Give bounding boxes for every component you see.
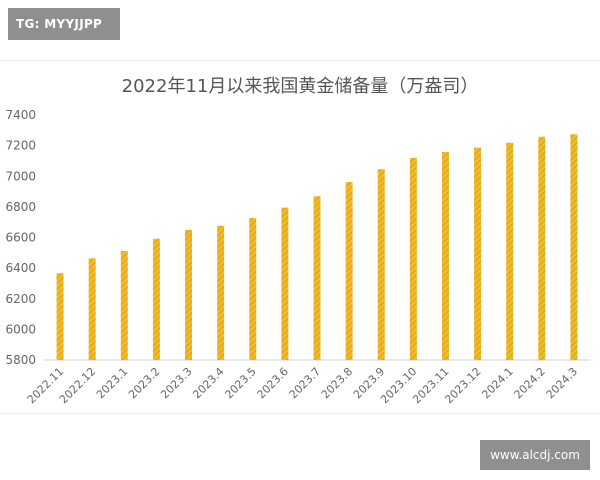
y-tick-label: 7200 — [5, 139, 36, 153]
bar — [409, 157, 417, 360]
bar — [474, 147, 482, 360]
x-tick-label: 2023.8 — [319, 365, 355, 401]
x-axis: 2022.112022.122023.12023.22023.32023.420… — [25, 365, 580, 406]
bar — [217, 225, 225, 360]
bar — [152, 238, 160, 360]
bar — [185, 229, 193, 360]
watermark-top-left: TG: MYYJJPP — [8, 8, 120, 40]
y-tick-label: 6600 — [5, 231, 36, 245]
chart-title: 2022年11月以来我国黄金储备量（万盎司） — [122, 76, 479, 97]
y-tick-label: 6800 — [5, 200, 36, 214]
bar — [441, 152, 449, 360]
bar — [345, 182, 353, 360]
bar — [120, 250, 128, 360]
bar — [506, 142, 514, 360]
chart-frame — [0, 60, 600, 414]
bar — [538, 136, 546, 360]
y-tick-label: 6000 — [5, 322, 36, 336]
bar — [570, 134, 578, 360]
x-tick-label: 2024.1 — [479, 365, 515, 401]
x-tick-label: 2023.6 — [255, 365, 291, 401]
bar — [249, 218, 257, 360]
bars — [56, 134, 578, 360]
y-tick-label: 5800 — [5, 353, 36, 367]
x-tick-label: 2023.1 — [94, 365, 130, 401]
x-tick-label: 2023.5 — [222, 365, 258, 401]
x-tick-label: 2023.7 — [287, 365, 323, 401]
y-tick-label: 6200 — [5, 292, 36, 306]
x-tick-label: 2024.2 — [512, 365, 548, 401]
bar — [88, 258, 96, 360]
bar — [281, 207, 289, 360]
y-tick-label: 7400 — [5, 108, 36, 122]
x-tick-label: 2023.3 — [158, 365, 194, 401]
x-tick-label: 2023.2 — [126, 365, 162, 401]
y-tick-label: 6400 — [5, 261, 36, 275]
bar — [56, 273, 64, 360]
x-tick-label: 2024.3 — [544, 365, 580, 401]
y-tick-label: 7000 — [5, 169, 36, 183]
y-axis: 5800 6000 6200 6400 6600 6800 7000 7200 7400 — [5, 108, 36, 367]
x-tick-label: 2023.4 — [190, 365, 226, 401]
bar — [377, 169, 385, 360]
bar — [313, 196, 321, 360]
watermark-bottom-right: www.alcdj.com — [480, 440, 590, 470]
